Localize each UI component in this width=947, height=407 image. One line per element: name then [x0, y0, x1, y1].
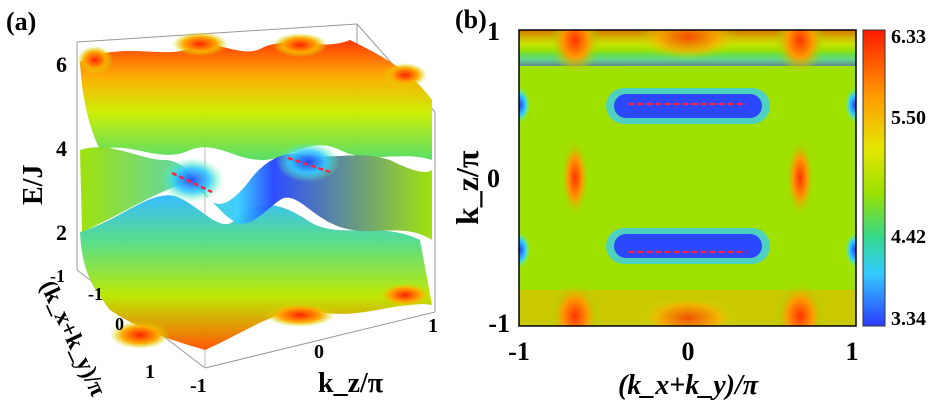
colorbar-tick-label: 3.34 [891, 308, 926, 330]
kz-tick-label: 1 [428, 315, 438, 337]
kxy-tick-label: 1 [145, 361, 155, 383]
heatmap-y-axis: 1 0 -1 k_z/π [449, 17, 510, 338]
heatmap-x-axis: -1 0 1 (k_x+k_y)/π [508, 337, 858, 401]
kz-tick-label: 0 [314, 341, 324, 363]
z-tick-label: 6 [56, 52, 67, 77]
heatmap-x-label: (k_x+k_y)/π [618, 370, 759, 401]
nodal-line-3d-2 [287, 156, 331, 174]
y-tick-label: -1 [488, 309, 510, 338]
y-tick-label: 0 [487, 164, 500, 193]
colorbar: 6.33 5.50 4.42 3.34 [862, 26, 926, 330]
colorbar-tick-label: 5.50 [891, 107, 926, 129]
heatmap-frame [518, 29, 857, 327]
nodal-lines-2d [628, 102, 747, 254]
panel-b-label: (b) [455, 5, 487, 34]
z-tick-label: 4 [56, 136, 67, 161]
x-tick-label: -1 [508, 337, 530, 366]
colorbar-tick-label: 6.33 [891, 26, 926, 48]
kxy-tick-label: -1 [88, 284, 103, 304]
z-tick-label: 2 [56, 220, 67, 245]
z-axis: 6 4 2 -1 E/J [18, 52, 67, 286]
panel-a-label: (a) [6, 7, 36, 36]
y-tick-label: 1 [487, 17, 500, 46]
x-tick-label: 0 [682, 337, 695, 366]
panel-b: 1 0 -1 k_z/π -1 0 1 (k_x+k_y)/π 6.33 5.5… [449, 17, 926, 401]
kxy-tick-label: 0 [115, 314, 124, 334]
colorbar-tick-label: 4.42 [891, 226, 926, 248]
colorbar-gradient [862, 29, 886, 327]
heatmap [519, 30, 856, 326]
z-axis-label: E/J [18, 165, 49, 205]
lower-band-surface [80, 195, 432, 350]
kz-axis-label: k_z/π [318, 368, 384, 399]
x-tick-label: 1 [846, 337, 859, 366]
panel-a: 6 4 2 -1 E/J -1 0 1 (k_x+k_y)/π 1 0 -1 k… [18, 23, 438, 400]
upper-band-surface [80, 40, 432, 160]
kz-axis: 1 0 -1 k_z/π [190, 315, 438, 399]
heatmap-y-label: k_z/π [449, 150, 485, 225]
nodal-line-3d-1 [171, 171, 213, 194]
z-tick-label: -1 [50, 266, 65, 286]
kz-tick-label: -1 [190, 375, 207, 397]
